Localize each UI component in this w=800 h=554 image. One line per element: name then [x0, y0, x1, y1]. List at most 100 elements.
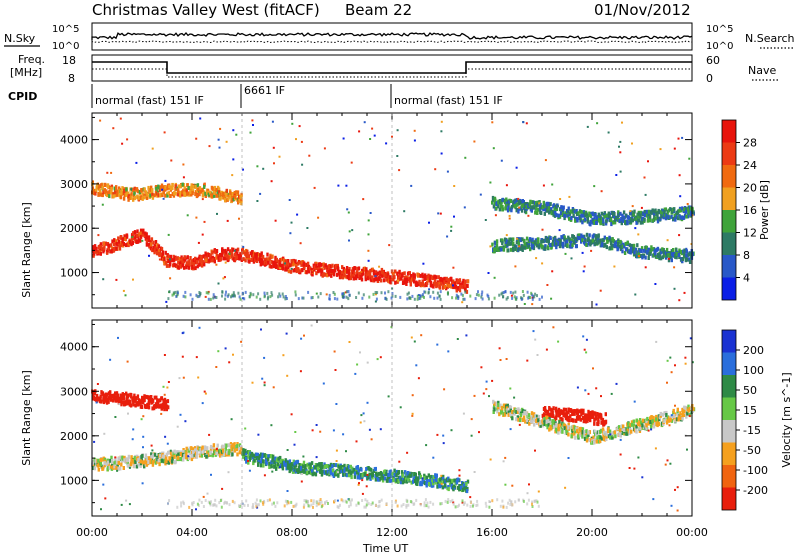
- cell: [655, 417, 658, 422]
- cell: [498, 246, 501, 251]
- noise-cell: [583, 265, 586, 268]
- cell: [492, 410, 495, 414]
- cell: [117, 239, 121, 244]
- cell: [353, 271, 356, 276]
- cell: [267, 457, 270, 462]
- noise-cell: [99, 119, 102, 122]
- cell: [422, 478, 426, 483]
- cell: [213, 193, 216, 198]
- noise-cell: [526, 492, 529, 495]
- cell: [314, 463, 318, 467]
- noise-cell: [505, 234, 508, 237]
- cell: [194, 451, 198, 456]
- cell: [101, 457, 104, 462]
- cell: [377, 477, 380, 482]
- cell: [259, 460, 262, 465]
- cell: [145, 190, 148, 195]
- cell: [574, 429, 577, 434]
- noise-cell: [223, 276, 226, 279]
- noise-cell: [470, 418, 473, 421]
- noise-cell: [413, 139, 416, 142]
- ground-cell: [500, 292, 503, 296]
- cell: [579, 426, 582, 431]
- ground-cell: [347, 297, 350, 301]
- cell: [645, 423, 648, 428]
- noise-cell: [619, 140, 622, 143]
- cell: [666, 418, 669, 423]
- noise-cell: [458, 474, 461, 477]
- cell: [593, 417, 596, 422]
- cell: [272, 260, 275, 265]
- cell: [497, 405, 500, 410]
- cell: [250, 257, 254, 262]
- cell: [107, 466, 110, 471]
- cell: [595, 240, 598, 245]
- cell: [299, 466, 303, 471]
- noise-cell: [582, 270, 585, 273]
- noise-cell: [428, 288, 431, 291]
- noise-cell: [673, 213, 676, 216]
- cell: [512, 237, 515, 242]
- cell: [139, 231, 142, 236]
- cell: [535, 414, 539, 419]
- noise-cell: [164, 179, 167, 182]
- cell: [378, 275, 381, 280]
- cell: [204, 251, 207, 256]
- cell: [270, 463, 274, 468]
- noise-cell: [347, 211, 350, 214]
- noise-cell: [489, 181, 492, 184]
- ground-cell: [384, 291, 386, 295]
- cell: [585, 429, 588, 434]
- noise-cell: [195, 508, 197, 511]
- cell: [107, 399, 110, 404]
- cell: [519, 416, 522, 420]
- cell: [110, 190, 113, 195]
- cell: [609, 435, 612, 440]
- cell: [130, 242, 133, 247]
- cell: [120, 462, 123, 467]
- cell: [191, 191, 194, 196]
- cell: [287, 259, 290, 263]
- noise-cell: [130, 188, 133, 191]
- cell: [309, 462, 312, 467]
- ground-cell: [439, 290, 442, 294]
- cell: [555, 243, 558, 247]
- cell: [579, 409, 582, 414]
- noise-cell: [669, 356, 672, 359]
- cell: [100, 183, 103, 188]
- cell: [528, 416, 532, 421]
- cell: [533, 422, 536, 427]
- cell: [145, 235, 148, 240]
- cell: [623, 428, 626, 432]
- noise-cell: [301, 163, 304, 166]
- noise-cell: [647, 429, 650, 432]
- noise-cell: [379, 428, 382, 431]
- ground-cell: [521, 290, 524, 293]
- cell: [235, 447, 239, 452]
- cell: [132, 402, 135, 407]
- noise-cell: [508, 217, 511, 220]
- cell: [547, 206, 551, 211]
- noise-cell: [538, 202, 541, 205]
- cell: [103, 398, 106, 403]
- noise-cell: [271, 120, 274, 123]
- noise-cell: [525, 122, 528, 125]
- cell: [545, 422, 548, 427]
- cell: [136, 189, 140, 194]
- noise-cell: [581, 251, 584, 254]
- ground-cell: [429, 295, 432, 299]
- cell: [587, 409, 590, 414]
- cell: [171, 183, 174, 187]
- cell: [652, 247, 656, 252]
- cell: [118, 396, 122, 401]
- cell: [573, 431, 576, 436]
- cell: [621, 244, 625, 249]
- cell: [247, 454, 250, 459]
- cell: [191, 450, 195, 455]
- cell: [656, 246, 660, 251]
- cell: [204, 446, 207, 451]
- cell: [163, 261, 166, 266]
- noise-cell: [491, 379, 494, 382]
- cell: [673, 207, 676, 212]
- cell: [182, 259, 186, 264]
